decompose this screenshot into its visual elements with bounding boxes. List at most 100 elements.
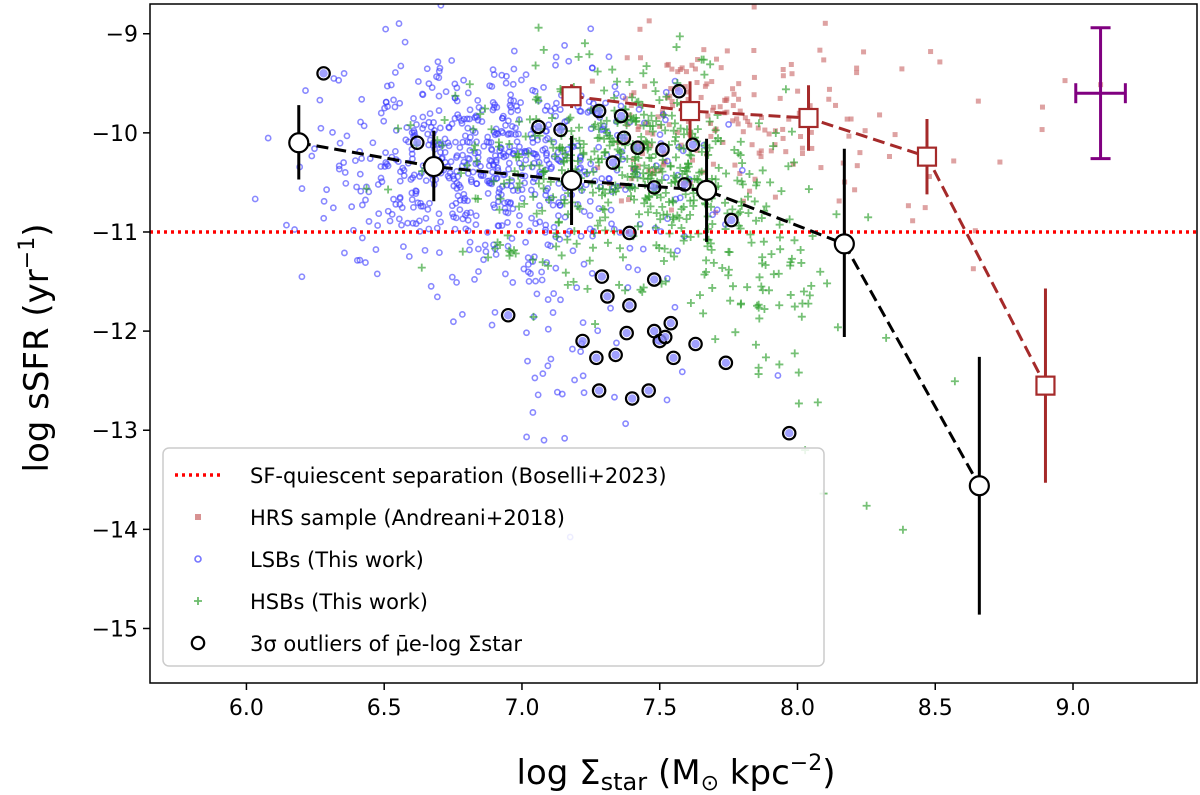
lsb-point <box>550 290 558 297</box>
hsb-point <box>728 205 737 214</box>
lsb-point <box>422 214 430 222</box>
lsb-point <box>634 266 642 274</box>
lsb-point <box>563 146 571 153</box>
lsb-point <box>428 84 436 92</box>
hsb-point <box>634 97 643 106</box>
outlier-point <box>531 119 546 135</box>
lsb-point <box>508 235 516 242</box>
lsb-point <box>408 196 416 203</box>
hsb-point <box>554 218 563 227</box>
outlier-fill <box>666 318 675 328</box>
outlier-point <box>677 177 692 192</box>
hsb-point <box>505 140 514 149</box>
lsb-point <box>407 176 415 183</box>
hsb-point <box>794 399 803 408</box>
hsb-point <box>673 211 682 220</box>
lsb-point <box>534 391 542 399</box>
hsb-point <box>694 176 703 185</box>
hsb-point <box>644 116 653 125</box>
outlier-fill <box>688 140 697 149</box>
hsb-point <box>484 253 493 262</box>
hsb-point <box>563 235 572 244</box>
hrs-point <box>877 112 883 118</box>
lsb-point <box>528 214 535 222</box>
outlier-point <box>613 108 629 124</box>
outlier-fill <box>503 311 513 320</box>
lsb-point <box>474 96 482 104</box>
lsb-point <box>565 57 573 65</box>
hsb-point <box>794 368 803 377</box>
outlier-fill <box>619 133 629 143</box>
hsb-point <box>473 194 482 203</box>
lsb-point <box>448 202 456 210</box>
hrs-point <box>762 127 768 133</box>
hsb-point <box>678 170 687 179</box>
hsb-point <box>786 290 795 299</box>
hsb-point <box>709 258 718 267</box>
lsb-point <box>543 102 551 110</box>
hrs-point <box>970 266 976 272</box>
lsb-point <box>671 303 679 311</box>
outlier-fill <box>556 125 565 135</box>
lsb-point <box>571 376 578 384</box>
lsb-point <box>396 193 404 201</box>
hsb-point <box>797 258 806 267</box>
hrs-point <box>905 203 911 209</box>
lsb-point <box>554 148 562 156</box>
hsb-point <box>602 116 611 125</box>
hsb-point <box>650 162 659 171</box>
hsb-point <box>736 137 745 146</box>
outlier-point <box>553 122 568 138</box>
lsb-point <box>471 114 479 121</box>
lsb-point <box>486 156 494 164</box>
hsb-point <box>630 195 639 204</box>
legend-swatch-circle <box>194 555 202 563</box>
outlier-point <box>608 347 623 363</box>
hrs-point <box>701 47 707 53</box>
hsb-point <box>657 176 666 185</box>
lsb-point <box>320 197 328 205</box>
legend-label: LSBs (This work) <box>250 548 424 572</box>
lsb-point <box>611 83 619 91</box>
series-layer <box>150 26 1197 615</box>
lsb-point <box>414 78 422 85</box>
hsb-point <box>567 126 576 135</box>
outlier-fill <box>633 143 642 152</box>
hsb-point <box>738 180 747 189</box>
hsb-point <box>833 323 842 332</box>
hsb-point <box>672 43 681 52</box>
hsb-point <box>670 119 679 128</box>
hsb-point <box>647 138 656 147</box>
lsb-point <box>484 228 491 236</box>
outlier-fill <box>674 87 684 96</box>
outlier-fill <box>661 332 670 342</box>
hsb-point <box>605 185 614 194</box>
lsb-point <box>577 164 584 172</box>
hrs-point <box>642 83 648 89</box>
hrs-point <box>751 92 757 98</box>
outlier-point <box>646 272 662 287</box>
hsb-point <box>406 121 415 130</box>
lsb-point <box>448 57 456 64</box>
hrs-point <box>708 133 714 139</box>
hsb-point <box>721 198 730 207</box>
lsb-point <box>453 152 461 160</box>
hrs-point <box>1062 78 1068 84</box>
hsb-point <box>649 78 658 87</box>
hsb-point <box>769 142 778 151</box>
lsb-point <box>461 132 469 140</box>
hsb-point <box>538 258 547 267</box>
lsb-point <box>510 47 518 55</box>
outlier-fill <box>650 183 659 192</box>
lsb-point <box>569 247 577 255</box>
hsb-point <box>595 216 604 225</box>
hsb-point <box>746 230 755 239</box>
hsb-point <box>534 23 543 32</box>
hsb-point <box>659 256 668 265</box>
hrs-point <box>857 150 863 156</box>
lsb-point <box>466 246 473 254</box>
lsb-point <box>492 158 500 166</box>
hrs-point <box>766 131 772 137</box>
hsb-point <box>813 398 822 407</box>
hsb-point <box>700 70 709 79</box>
